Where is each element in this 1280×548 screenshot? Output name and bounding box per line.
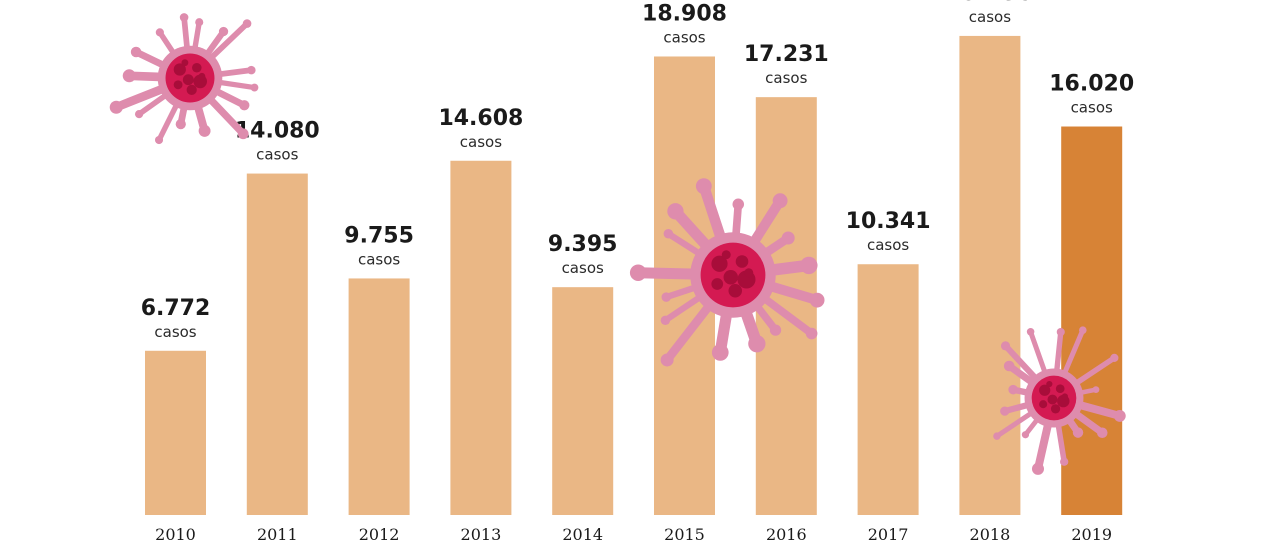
tick-label-2017: 2017 [868,525,909,544]
x-axis-ticks: 2010 2011 2012 2013 2014 2015 2016 2017 2018 2019 [155,525,1112,544]
virus-icon [993,326,1126,475]
value-label-2016: 17.231 [744,42,829,67]
bar-2013 [450,160,512,516]
unit-label-2017: casos [867,236,909,254]
bar-2014 [552,287,614,515]
value-label-2011: 14.080 [235,119,320,144]
tick-label-2010: 2010 [155,525,196,544]
tick-label-2013: 2013 [461,525,502,544]
tick-label-2018: 2018 [970,525,1011,544]
value-label-2017: 10.341 [846,209,931,234]
value-label-2019: 16.020 [1049,72,1134,97]
tick-label-2015: 2015 [664,525,705,544]
value-label-2015: 18.908 [642,1,727,26]
unit-label-2013: casos [460,133,502,151]
unit-label-2014: casos [562,259,604,277]
virus-icon [109,13,259,145]
tick-label-2016: 2016 [766,525,807,544]
bar-2012 [348,278,410,515]
unit-label-2018: casos [969,8,1011,26]
virus-decorations [109,13,1126,475]
value-label-2013: 14.608 [438,106,523,131]
value-label-2010: 6.772 [141,296,211,321]
bar-2019 [1061,126,1123,515]
bar-2011 [246,173,308,515]
value-label-2014: 9.395 [548,232,618,257]
bar-2018 [959,35,1021,516]
unit-label-2015: casos [663,28,705,46]
unit-label-2012: casos [358,250,400,268]
bar-2010 [145,350,206,515]
bar-2016 [755,97,817,515]
unit-label-2011: casos [256,146,298,164]
bar-2017 [857,264,919,515]
value-label-2012: 9.755 [344,223,414,248]
tick-label-2011: 2011 [257,525,298,544]
unit-label-2019: casos [1071,99,1113,117]
unit-label-2016: casos [765,69,807,87]
tick-label-2014: 2014 [562,525,603,544]
tick-label-2012: 2012 [359,525,400,544]
labels-layer: 6.772 casos 14.080 casos 9.755 casos 14.608 cas… [141,0,1134,341]
virus-icon [629,178,825,367]
unit-label-2010: casos [154,323,196,341]
value-label-2018: 19.756 [947,0,1032,6]
tick-label-2019: 2019 [1071,525,1112,544]
